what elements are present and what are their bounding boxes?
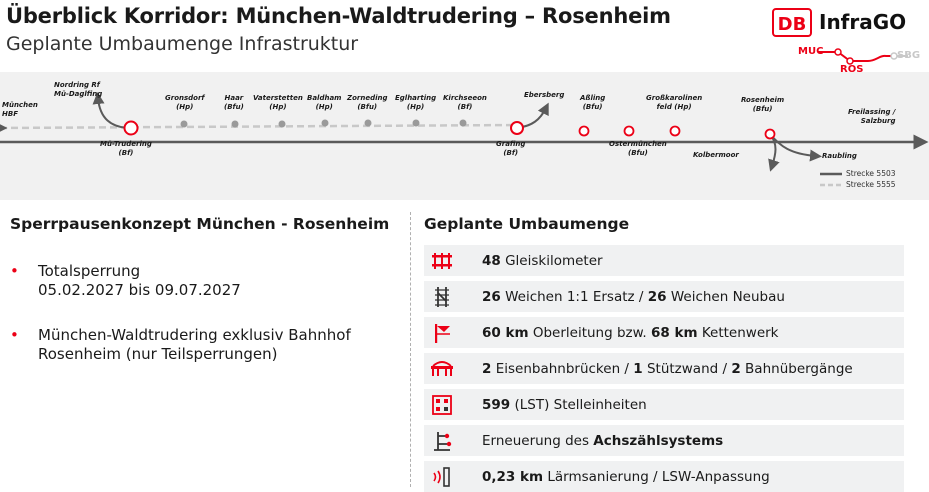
row-text: Weichen 1:1 Ersatz /	[500, 289, 648, 305]
row-label: Erneuerung des Achszählsystems	[482, 433, 723, 449]
left-heading: Sperrpausenkonzept München - Rosenheim	[10, 215, 390, 233]
row-text: (LST) Stelleinheiten	[510, 397, 647, 413]
station-kolbermoor: Kolbermoor	[693, 151, 739, 159]
station-gronsdorf: Gronsdorf (Hp)	[165, 94, 205, 111]
row-text: Bahnübergänge	[740, 361, 853, 377]
station-ostermuenchen: Ostermünchen (Bfu)	[609, 140, 667, 157]
switch-icon	[435, 287, 449, 307]
mini-label-muc: MUC	[798, 46, 824, 57]
station-assling: Aßling (Bfu)	[580, 94, 606, 111]
list-item: 60 km Oberleitung bzw. 68 km Kettenwerk	[424, 317, 904, 348]
station-mue-trudering: Mü-Trudering (Bf)	[100, 140, 152, 157]
station-eglharting: Eglharting (Hp)	[395, 94, 437, 111]
db-infrago-logo: DB InfraGO MUC ROS SBG	[772, 8, 922, 78]
mini-label-ros: ROS	[840, 64, 864, 75]
row-text: Erneuerung des	[482, 433, 594, 449]
mini-label-sbg: SBG	[897, 50, 921, 61]
row-text: Gleiskilometer	[500, 253, 603, 269]
row-value: Achszählsystems	[593, 433, 724, 449]
noise-barrier-icon	[433, 467, 450, 487]
list-item: 48 Gleiskilometer	[424, 245, 904, 276]
row-value: 60 km	[482, 325, 529, 341]
catenary-icon	[435, 324, 450, 343]
column-divider	[410, 212, 411, 487]
row-value: 599	[482, 397, 511, 413]
row-label: 48 Gleiskilometer	[482, 253, 603, 269]
station-raubling: Raubling	[822, 152, 857, 160]
corridor-mini-map: MUC ROS SBG	[790, 41, 920, 81]
row-value: 2	[482, 361, 492, 377]
row-value: 1	[633, 361, 643, 377]
list-item: 0,23 km Lärmsanierung / LSW-Anpassung	[424, 461, 904, 492]
station-zorneding: Zorneding (Bfu)	[347, 94, 388, 111]
station-vaterstetten: Vaterstetten (Hp)	[253, 94, 303, 111]
station-nordring: Nordring Rf Mü-Daglfing	[54, 81, 103, 98]
station-grosskarolinenfeld: Großkarolinen feld (Hp)	[646, 94, 703, 111]
bridge-icon	[431, 361, 453, 376]
legend-strecke-5555: Strecke 5555	[846, 180, 896, 189]
right-heading: Geplante Umbaumenge	[424, 215, 630, 233]
page-title: Überblick Korridor: München-Waldtruderin…	[6, 4, 671, 28]
row-label: 26 Weichen 1:1 Ersatz / 26 Weichen Neuba…	[482, 289, 785, 305]
row-label: 60 km Oberleitung bzw. 68 km Kettenwerk	[482, 325, 779, 341]
station-ebersberg: Ebersberg	[524, 91, 565, 99]
station-haar: Haar (Bfu)	[224, 94, 244, 111]
infrago-wordmark: InfraGO	[819, 10, 907, 34]
row-label: 0,23 km Lärmsanierung / LSW-Anpassung	[482, 469, 770, 485]
row-text: Stützwand /	[642, 361, 732, 377]
row-text: Lärmsanierung / LSW-Anpassung	[543, 469, 770, 485]
row-text: Weichen Neubau	[666, 289, 785, 305]
list-item: 2 Eisenbahnbrücken / 1 Stützwand / 2 Bah…	[424, 353, 904, 384]
station-kirchseeon: Kirchseeon (Bf)	[443, 94, 487, 111]
row-value: 2	[731, 361, 741, 377]
corridor-track-lines	[0, 92, 929, 187]
interlocking-icon	[432, 395, 452, 415]
station-grafing: Grafing (Bf)	[496, 140, 526, 157]
station-baldham: Baldham (Hp)	[307, 94, 342, 111]
station-muenchen: München HBF	[2, 101, 38, 118]
row-value: 68 km	[651, 325, 698, 341]
list-item: 599 (LST) Stelleinheiten	[424, 389, 904, 420]
bullet-dot-icon: •	[10, 262, 19, 280]
row-value: 48	[482, 253, 501, 269]
row-value: 26	[647, 289, 667, 305]
mini-map-lines	[818, 48, 908, 65]
station-freilassing-salzburg: Freilassing / Salzburg	[848, 108, 896, 125]
row-text: Kettenwerk	[697, 325, 779, 341]
row-label: 2 Eisenbahnbrücken / 1 Stützwand / 2 Bah…	[482, 361, 853, 377]
page-subtitle: Geplante Umbaumenge Infrastruktur	[6, 33, 359, 55]
row-text: Eisenbahnbrücken /	[491, 361, 634, 377]
row-text: Oberleitung bzw.	[528, 325, 652, 341]
list-item: Erneuerung des Achszählsystems	[424, 425, 904, 456]
row-value: 26	[482, 289, 501, 305]
station-rosenheim: Rosenheim (Bfu)	[741, 96, 785, 113]
db-logo: DB	[772, 8, 812, 37]
legend-strecke-5503: Strecke 5503	[846, 169, 896, 178]
bullet-dot-icon: •	[10, 326, 19, 344]
corridor-map: München HBF Nordring Rf Mü-Daglfing Mü-Tru…	[0, 72, 929, 200]
row-label: 599 (LST) Stelleinheiten	[482, 397, 647, 413]
list-item: 26 Weichen 1:1 Ersatz / 26 Weichen Neuba…	[424, 281, 904, 312]
track-icon	[432, 253, 452, 269]
axle-counter-icon	[434, 432, 452, 451]
row-value: 0,23 km	[482, 469, 544, 485]
